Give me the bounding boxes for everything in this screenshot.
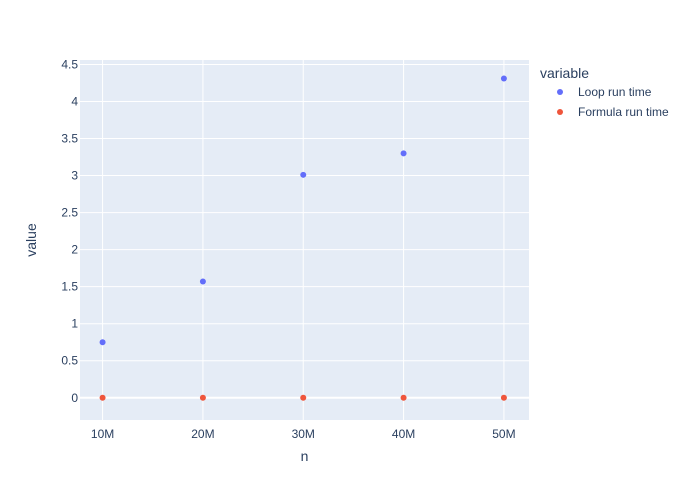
plot-background	[80, 60, 529, 420]
data-point-series-0[interactable]	[300, 171, 307, 178]
data-point-series-0[interactable]	[99, 339, 106, 346]
y-axis-title: value	[23, 223, 39, 257]
data-point-series-0[interactable]	[199, 278, 206, 285]
y-tick-label: 0	[71, 391, 78, 405]
x-tick-label: 30M	[292, 427, 315, 441]
legend-label: Loop run time	[578, 85, 652, 99]
legend-label: Formula run time	[578, 105, 669, 119]
legend[interactable]: variable Loop run time Formula run time	[540, 65, 669, 119]
y-tick-label: 2	[71, 243, 78, 257]
legend-item[interactable]: Formula run time	[557, 105, 669, 119]
y-tick-label: 2.5	[61, 206, 78, 220]
data-point-series-1[interactable]	[300, 394, 307, 401]
legend-title: variable	[540, 65, 589, 81]
x-tick-label: 50M	[492, 427, 515, 441]
y-tick-label: 0.5	[61, 354, 78, 368]
y-axis-ticks: 0 0.5 1 1.5 2 2.5 3 3.5 4 4.5	[61, 57, 78, 404]
x-tick-label: 40M	[392, 427, 415, 441]
y-tick-label: 1.5	[61, 280, 78, 294]
data-point-series-1[interactable]	[400, 394, 407, 401]
legend-marker	[557, 109, 563, 115]
y-tick-label: 3.5	[61, 132, 78, 146]
data-point-series-1[interactable]	[99, 394, 106, 401]
data-point-series-0[interactable]	[400, 150, 407, 157]
data-point-series-1[interactable]	[199, 394, 206, 401]
x-axis-ticks: 10M 20M 30M 40M 50M	[91, 427, 516, 441]
grid	[80, 60, 529, 420]
y-tick-label: 3	[71, 169, 78, 183]
data-point-series-0[interactable]	[500, 75, 507, 82]
legend-item[interactable]: Loop run time	[557, 85, 652, 99]
legend-marker	[557, 89, 563, 95]
x-tick-label: 10M	[91, 427, 114, 441]
data-point-series-1[interactable]	[500, 394, 507, 401]
y-tick-label: 1	[71, 317, 78, 331]
y-tick-label: 4.5	[61, 57, 78, 71]
x-tick-label: 20M	[191, 427, 214, 441]
y-tick-label: 4	[71, 94, 78, 108]
data-points	[99, 75, 507, 401]
x-axis-title: n	[301, 448, 309, 464]
